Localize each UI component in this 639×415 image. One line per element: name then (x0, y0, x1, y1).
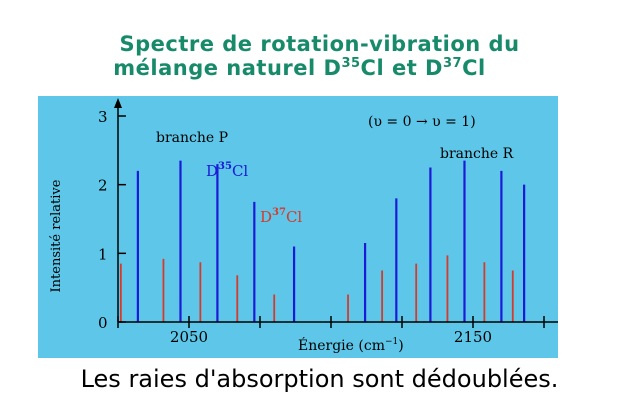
branch-r-label: branche R (440, 146, 514, 162)
branch-p-label: branche P (156, 130, 228, 146)
spectrum-chart: 0 1 2 3 2050 2150 Intensité relative Énergie … (38, 96, 558, 358)
transition-label: (υ = 0 → υ = 1) (368, 114, 476, 130)
title-suffix: Cl (462, 56, 486, 80)
y-tick-label-3: 3 (98, 108, 108, 126)
d37-series-label: D37Cl (260, 207, 302, 226)
caption: Les raies d'absorption sont dédoublées. (80, 365, 559, 393)
y-tick-label-0: 0 (98, 314, 108, 332)
bars-group (119, 160, 526, 322)
ticks-group: 0 1 2 3 2050 2150 (98, 108, 545, 346)
y-axis-label: Intensité relative (49, 179, 64, 292)
title-line-2: mélange naturel D35Cl et D37Cl (0, 56, 619, 80)
title-prefix: mélange naturel D (113, 56, 342, 80)
x-axis-label: Énergie (cm−1) (298, 336, 404, 354)
title-mid: Cl et D (360, 56, 443, 80)
y-tick-label-2: 2 (98, 177, 108, 195)
x-tick-label-2050: 2050 (170, 328, 208, 346)
title-isotope-35: 35 (341, 56, 361, 71)
title-line-1: Spectre de rotation-vibration du (119, 32, 520, 56)
x-tick-label-2150: 2150 (454, 328, 492, 346)
y-tick-label-1: 1 (98, 245, 108, 263)
d35-series-label: D35Cl (206, 161, 248, 180)
y-axis-arrow (114, 98, 122, 108)
chart-background (38, 96, 558, 358)
title-isotope-37: 37 (443, 56, 463, 71)
